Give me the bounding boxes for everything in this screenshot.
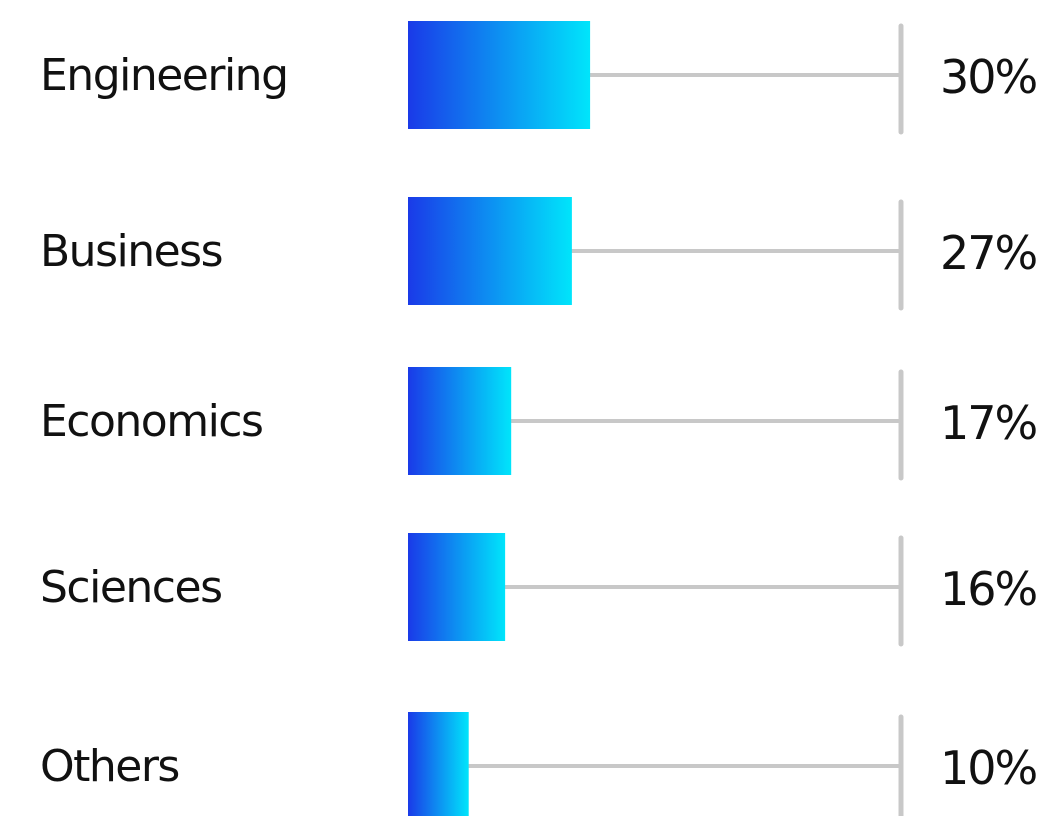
value-label: 16% <box>940 562 1037 616</box>
bar-row: Others 10% <box>40 712 1039 821</box>
bar-row: Engineering 30% <box>40 21 1039 135</box>
category-label: Others <box>40 741 179 792</box>
value-label: 10% <box>940 741 1037 795</box>
category-label: Engineering <box>40 50 288 101</box>
bar-row: Business 27% <box>40 197 1039 311</box>
bar-row: Economics 17% <box>40 367 1039 481</box>
bar <box>408 21 591 129</box>
category-label: Economics <box>40 396 262 447</box>
bar <box>408 712 469 820</box>
value-label: 30% <box>940 50 1037 104</box>
value-label: 17% <box>940 396 1037 450</box>
bar-row: Sciences 16% <box>40 533 1039 647</box>
bar <box>408 197 572 305</box>
bar <box>408 367 512 475</box>
bar-rows: Engineering 30% Business 27% Economics 17% Sci… <box>40 21 1039 821</box>
bar <box>408 533 506 641</box>
category-label: Sciences <box>40 562 222 613</box>
value-label: 27% <box>940 226 1037 280</box>
category-label: Business <box>40 226 222 277</box>
